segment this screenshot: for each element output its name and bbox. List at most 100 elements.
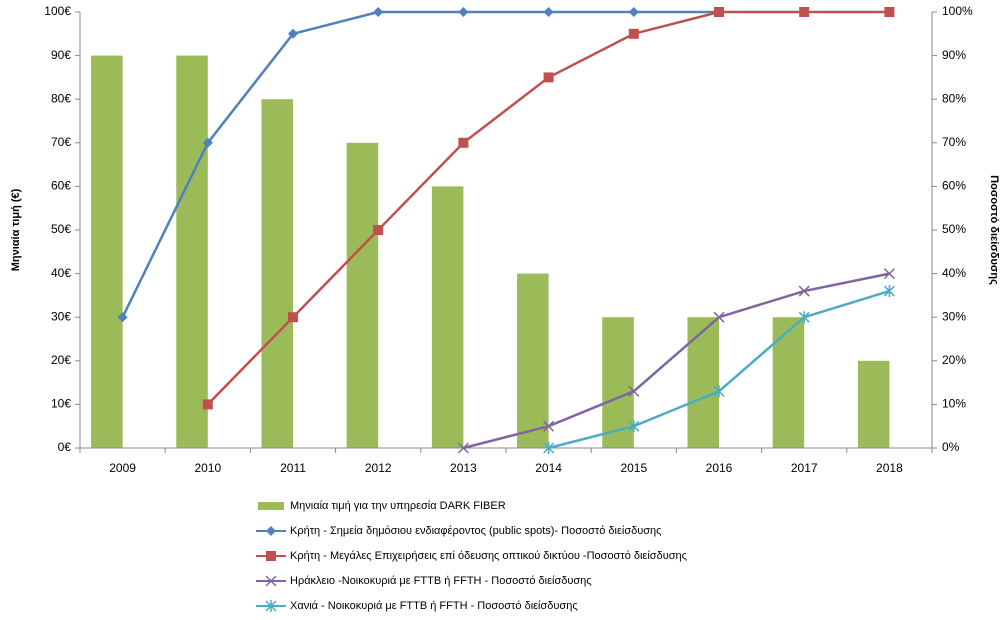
y2-tick-label: 30%	[942, 309, 966, 323]
marker-part	[713, 311, 725, 323]
marker-part	[543, 442, 555, 454]
marker-part	[288, 312, 298, 323]
bar	[261, 99, 293, 448]
y-tick-label: 60€	[51, 179, 71, 193]
marker-part	[265, 575, 277, 587]
marker-part	[884, 7, 895, 17]
line	[121, 10, 719, 318]
marker	[884, 7, 895, 17]
marker-part	[266, 551, 276, 561]
marker	[713, 385, 725, 398]
marker	[117, 312, 128, 323]
y2-tick-label: 0%	[942, 440, 960, 454]
y2-axis-title: Ποσοστό διείσδυσης	[988, 175, 1000, 285]
marker	[458, 7, 469, 17]
y-axis-title: Μηνιαία τιμή (€)	[10, 188, 22, 271]
legend-marker	[266, 551, 276, 561]
x-tick-label: 2017	[791, 461, 818, 475]
marker-part	[265, 600, 277, 612]
marker-part	[458, 137, 469, 148]
marker	[883, 268, 895, 280]
legend-label: Ηράκλειο -Νοικοκυριά με FTTB ή FFTH - Πο…	[290, 575, 592, 587]
marker-part	[883, 285, 895, 298]
marker	[714, 7, 724, 17]
y-tick-label: 80€	[51, 91, 71, 105]
y2-tick-label: 70%	[942, 135, 966, 149]
marker	[628, 385, 640, 397]
y-tick-label: 30€	[51, 309, 71, 323]
marker-part	[798, 311, 810, 324]
marker-part	[714, 7, 724, 17]
y2-tick-label: 50%	[942, 222, 966, 236]
y2-tick-label: 10%	[942, 397, 966, 411]
marker	[628, 420, 640, 433]
marker	[373, 7, 384, 17]
y2-tick-label: 90%	[942, 48, 966, 62]
marker	[288, 28, 298, 39]
marker-part	[202, 399, 213, 410]
y-tick-label: 40€	[51, 266, 71, 280]
marker-part	[798, 285, 810, 297]
marker	[457, 442, 469, 454]
legend-swatch	[258, 502, 284, 510]
marker-part	[373, 7, 384, 17]
marker	[883, 285, 895, 298]
y2-tick-label: 100%	[942, 4, 973, 18]
marker-part	[628, 7, 639, 17]
y2-tick-label: 80%	[942, 91, 966, 105]
bar	[857, 360, 890, 448]
legend-label: Κρήτη - Μεγάλες Επιχειρήσεις επί όδευσης…	[290, 550, 687, 562]
marker-part	[117, 312, 128, 323]
marker-part	[799, 7, 810, 17]
bar	[431, 186, 464, 448]
marker-part	[373, 225, 384, 235]
bar	[91, 55, 123, 448]
bar	[176, 55, 208, 448]
y-tick-label: 100€	[44, 4, 71, 18]
marker-part	[288, 28, 298, 39]
y-tick-label: 10€	[51, 397, 71, 411]
marker	[628, 7, 639, 17]
marker-part	[628, 420, 640, 433]
bar	[346, 142, 379, 449]
marker	[543, 72, 554, 83]
y-tick-label: 20€	[51, 353, 71, 367]
legend-label: Μηνιαία τιμή για την υπηρεσία DARK FIBER	[290, 500, 506, 512]
legend-label: Χανιά - Νοικοκυριά με FTTB ή FFTH - Ποσο…	[290, 600, 578, 612]
legend-marker	[266, 526, 276, 536]
bar	[772, 317, 805, 448]
marker	[458, 137, 469, 148]
marker-part	[458, 7, 469, 17]
x-tick-label: 2015	[620, 461, 647, 475]
y2-tick-label: 20%	[942, 353, 966, 367]
y2-tick-label: 60%	[942, 179, 966, 193]
marker	[799, 7, 810, 17]
x-tick-label: 2011	[280, 461, 306, 475]
marker-part	[266, 526, 276, 536]
y-tick-label: 50€	[51, 222, 71, 236]
marker-part	[457, 442, 469, 454]
y-tick-label: 70€	[51, 135, 71, 149]
marker	[288, 312, 298, 323]
marker-part	[543, 72, 554, 83]
bar	[602, 317, 634, 448]
marker	[202, 399, 213, 410]
marker-part	[713, 385, 725, 398]
line	[463, 272, 890, 450]
y-tick-label: 90€	[51, 48, 71, 62]
x-tick-label: 2016	[706, 461, 733, 475]
legend-marker	[265, 575, 277, 587]
marker	[543, 442, 555, 454]
marker-part	[883, 268, 895, 280]
bar	[517, 273, 549, 448]
marker-part	[628, 385, 640, 397]
x-tick-label: 2014	[535, 461, 562, 475]
x-tick-label: 2013	[450, 461, 477, 475]
marker	[373, 225, 384, 235]
marker-part	[543, 420, 555, 432]
marker	[628, 28, 639, 39]
x-tick-label: 2010	[194, 461, 221, 475]
marker	[798, 311, 810, 324]
marker	[202, 137, 213, 148]
